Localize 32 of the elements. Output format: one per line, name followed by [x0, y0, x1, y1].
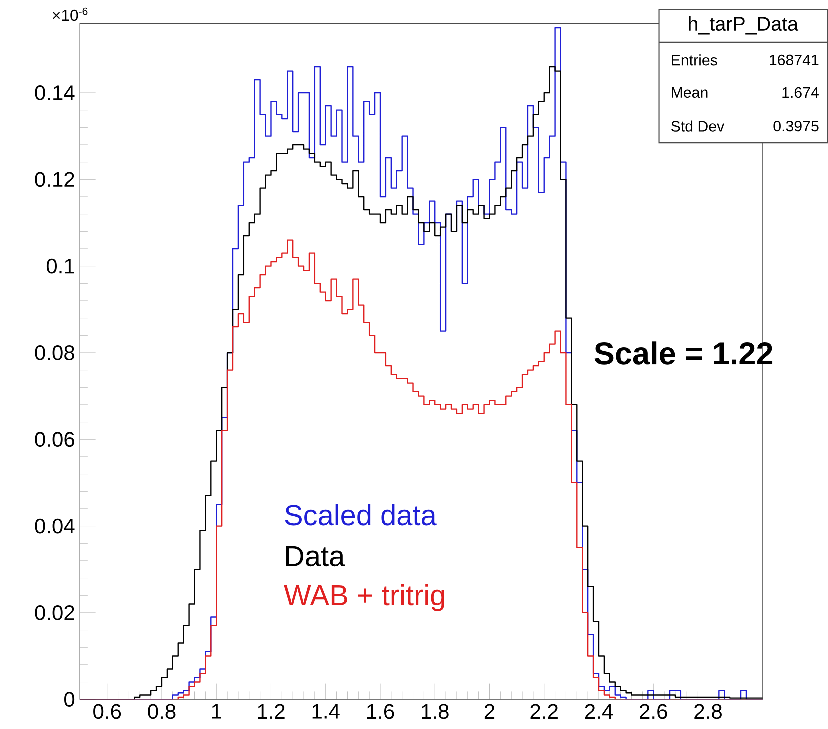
y-tick-label: 0	[64, 692, 75, 707]
text: 168741	[770, 54, 819, 66]
y-tick-label: 0.1	[46, 258, 74, 274]
x-tick-label: 1.4	[312, 704, 340, 719]
annotation: Mean	[672, 87, 708, 98]
annotation: Scale = 1.22	[594, 342, 773, 365]
y-tick-label: 0.06	[35, 432, 74, 447]
y-tick-label: 0.12	[35, 172, 74, 188]
annotation: Std Dev	[672, 120, 725, 132]
x-tick-label: 0.6	[94, 704, 122, 720]
y-tick-label: 0.04	[35, 518, 75, 534]
x-tick-label: 2.2	[530, 704, 558, 719]
x-tick-label: 1.2	[258, 704, 285, 719]
x-tick-label: 1	[212, 704, 222, 719]
x-tick-label: 2.8	[694, 704, 722, 720]
text: 1.674	[782, 87, 819, 98]
text: WAB + tritrig	[284, 584, 444, 612]
y-tick-label: 0.08	[35, 345, 74, 360]
x-tick-label: 1.8	[422, 704, 449, 720]
x-tick-label: 2	[484, 704, 495, 719]
annotation: Entries	[672, 54, 718, 66]
annotation: h_tarP_Data	[689, 16, 799, 35]
text: Data	[286, 546, 346, 567]
y-tick-label: 0.14	[35, 85, 75, 100]
text: ×10$^{-6}$	[53, 8, 88, 22]
x-tick-label: 2.6	[640, 704, 668, 720]
x-tick-label: 2.4	[585, 704, 613, 719]
y-tick-label: 0.02	[35, 605, 74, 620]
x-tick-label: 1.6	[367, 704, 394, 720]
x-tick-label: 0.8	[148, 704, 176, 720]
text: 0.3975	[774, 120, 819, 132]
text: Scaled data	[285, 504, 437, 526]
